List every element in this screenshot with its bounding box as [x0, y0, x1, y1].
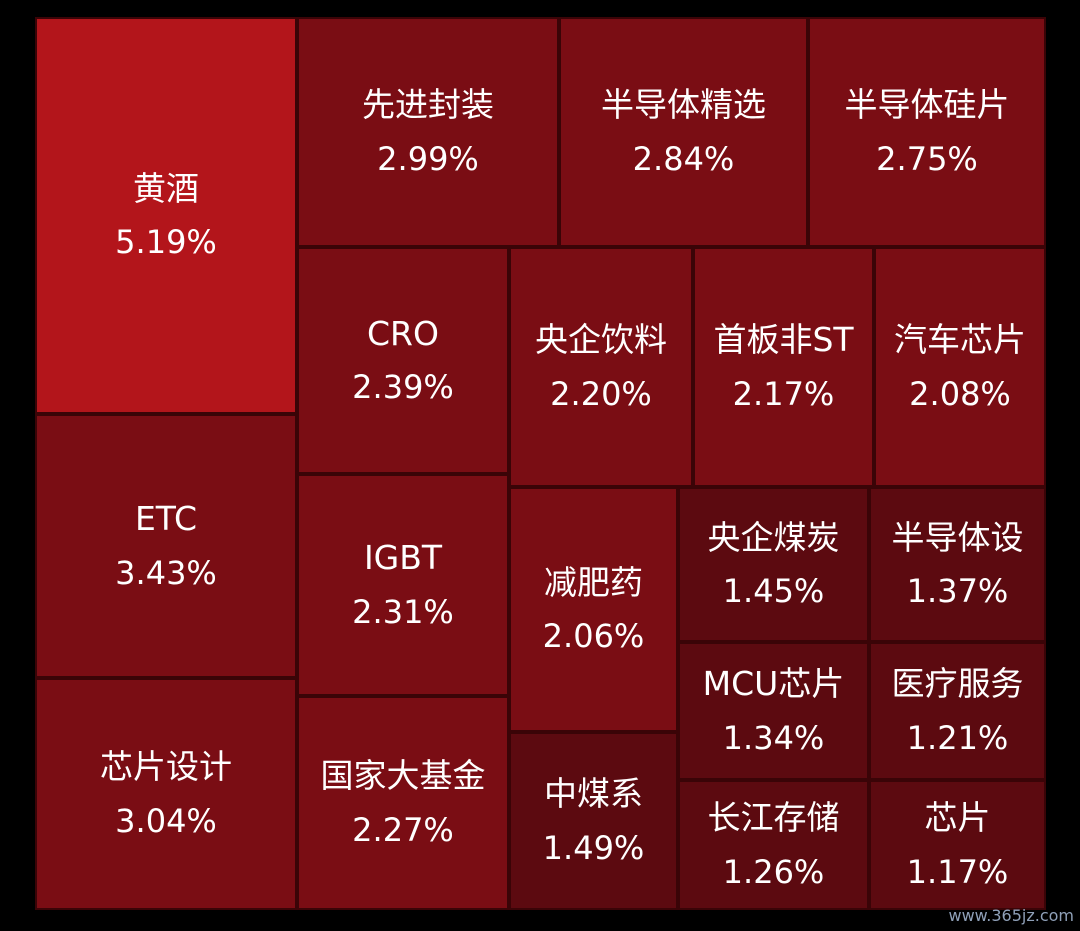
- tile-name: 半导体精选: [601, 85, 766, 125]
- tile-name: 央企煤炭: [707, 517, 840, 557]
- treemap-tile: 半导体精选 2.84%: [559, 17, 808, 247]
- tile-name: 长江存储: [707, 798, 840, 838]
- treemap-tile: IGBT 2.31%: [297, 474, 509, 696]
- tile-name: 半导体设: [891, 517, 1024, 557]
- treemap-tile: 减肥药 2.06%: [509, 487, 678, 732]
- treemap-tile: 半导体硅片 2.75%: [808, 17, 1046, 247]
- tile-value: 1.45%: [722, 572, 825, 611]
- tile-value: 3.04%: [115, 801, 217, 840]
- treemap-tile: 芯片设计 3.04%: [35, 678, 297, 910]
- tile-name: 中煤系: [544, 774, 643, 814]
- treemap-tile: 长江存储 1.26%: [678, 780, 869, 910]
- tile-name: 首板非ST: [713, 320, 854, 360]
- tile-value: 1.49%: [542, 828, 645, 867]
- tile-name: 半导体硅片: [844, 85, 1010, 125]
- treemap-tile: 首板非ST 2.17%: [693, 247, 874, 487]
- tile-value: 2.84%: [632, 139, 735, 178]
- tile-value: 1.26%: [722, 852, 825, 891]
- tile-name: 先进封装: [362, 85, 494, 125]
- treemap-tile: 先进封装 2.99%: [297, 17, 559, 247]
- treemap-tile: MCU芯片 1.34%: [678, 642, 869, 780]
- tile-name: 国家大基金: [320, 756, 486, 796]
- treemap-tile: 中煤系 1.49%: [509, 732, 678, 910]
- tile-name: 黄酒: [133, 168, 199, 208]
- treemap-tile: 汽车芯片 2.08%: [874, 247, 1046, 487]
- tile-value: 2.39%: [352, 368, 454, 407]
- treemap-tile: 黄酒 5.19%: [35, 17, 297, 414]
- treemap-tile: 半导体设 1.37%: [869, 487, 1046, 642]
- tile-value: 1.17%: [906, 852, 1009, 891]
- tile-name: IGBT: [363, 538, 443, 578]
- tile-value: 1.21%: [906, 718, 1009, 757]
- tile-value: 2.31%: [352, 592, 454, 631]
- tile-value: 2.06%: [542, 617, 645, 656]
- tile-value: 5.19%: [115, 223, 217, 262]
- tile-value: 2.20%: [550, 374, 652, 413]
- watermark: www.365jz.com: [948, 906, 1074, 925]
- treemap-tile: ETC 3.43%: [35, 414, 297, 678]
- tile-name: 芯片设计: [100, 747, 232, 787]
- tile-name: 央企饮料: [535, 320, 667, 360]
- tile-value: 2.99%: [377, 139, 479, 178]
- tile-name: CRO: [367, 313, 439, 353]
- tile-name: 芯片: [924, 798, 991, 838]
- tile-value: 1.34%: [722, 718, 825, 757]
- treemap-tile: 医疗服务 1.21%: [869, 642, 1046, 780]
- treemap-tile: CRO 2.39%: [297, 247, 509, 474]
- tile-value: 1.37%: [906, 572, 1009, 611]
- tile-name: 减肥药: [544, 562, 643, 602]
- tile-value: 2.17%: [732, 374, 835, 413]
- tile-name: 医疗服务: [891, 664, 1024, 704]
- tile-value: 2.08%: [909, 374, 1011, 413]
- treemap-tile: 央企煤炭 1.45%: [678, 487, 869, 642]
- tile-value: 3.43%: [115, 553, 217, 592]
- tile-value: 2.75%: [876, 139, 978, 178]
- tile-name: 汽车芯片: [894, 320, 1026, 360]
- treemap-tile: 国家大基金 2.27%: [297, 696, 509, 910]
- tile-name: ETC: [134, 499, 198, 539]
- tile-value: 2.27%: [352, 810, 454, 849]
- treemap-tile: 央企饮料 2.20%: [509, 247, 693, 487]
- tile-name: MCU芯片: [702, 664, 845, 704]
- treemap-tile: 芯片 1.17%: [869, 780, 1046, 910]
